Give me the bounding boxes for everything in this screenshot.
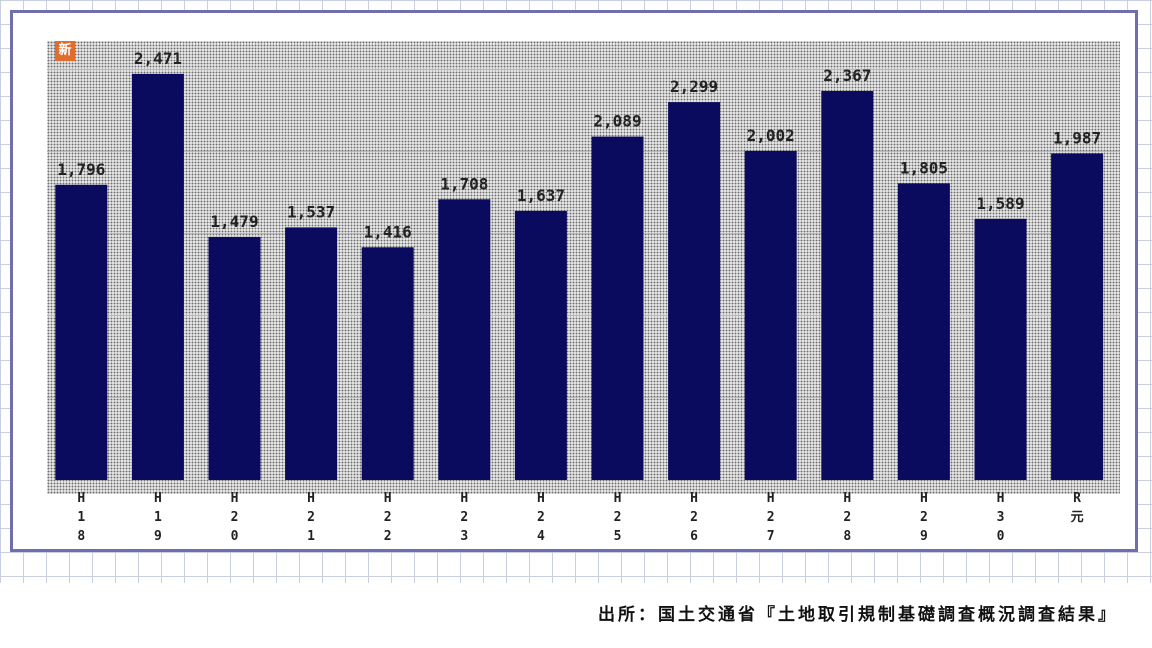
x-tick-label: 2 — [307, 510, 315, 525]
x-tick-label: H — [537, 491, 545, 506]
bar-value-label: 2,002 — [747, 126, 795, 145]
x-tick-label: 8 — [843, 529, 851, 544]
x-tick-label: 0 — [231, 529, 239, 544]
bar-value-label: 2,471 — [134, 49, 182, 68]
x-tick-label: H — [767, 491, 775, 506]
gridline — [47, 397, 1120, 398]
bar-value-label: 1,637 — [517, 186, 565, 205]
bar-value-label: 1,708 — [440, 174, 488, 193]
x-tick-label: 2 — [384, 529, 392, 544]
bar-value-label: 2,367 — [823, 66, 871, 85]
bar-value-label: 1,589 — [976, 194, 1024, 213]
x-tick-label: 2 — [231, 510, 239, 525]
x-tick-label: 4 — [537, 529, 545, 544]
gridline — [47, 233, 1120, 234]
x-tick-label: 2 — [690, 510, 698, 525]
bar-value-label: 1,479 — [210, 212, 258, 231]
bar-H27 — [744, 150, 797, 480]
x-tick-label: H — [460, 491, 468, 506]
bar-value-label: 2,089 — [593, 112, 641, 131]
bar-H29 — [897, 183, 950, 481]
bar-H28 — [821, 91, 874, 480]
bar-R元 — [1051, 153, 1104, 480]
bar-H21 — [285, 227, 338, 480]
x-tick-label: 1 — [154, 510, 162, 525]
bar-H30 — [974, 218, 1027, 481]
bar-value-label: 1,537 — [287, 202, 335, 221]
x-tick-label: 0 — [997, 529, 1005, 544]
x-tick-label: 9 — [920, 529, 928, 544]
x-tick-label: 3 — [460, 529, 468, 544]
bar-chart: 1,796 H 1 8 2,471 H 1 9 1,479 H 2 0 1,537 H 2 1 1,416 H 2 2… — [55, 49, 1104, 544]
x-tick-label: H — [843, 491, 851, 506]
x-tick-label: H — [231, 491, 239, 506]
gridline — [47, 151, 1120, 152]
source-area — [0, 583, 1152, 648]
bar-H20 — [208, 236, 261, 480]
bar-H22 — [361, 247, 414, 480]
x-tick-label: 2 — [843, 510, 851, 525]
bar-value-label: 1,416 — [364, 222, 412, 241]
x-tick-label: 7 — [767, 529, 775, 544]
x-tick-label: H — [920, 491, 928, 506]
bar-value-label: 1,987 — [1053, 128, 1101, 147]
source-note: 出所：国土交通省『土地取引規制基礎調査概況調査結果』 — [598, 605, 1118, 625]
x-tick-label: H — [154, 491, 162, 506]
x-tick-label: 5 — [614, 529, 622, 544]
x-tick-label: H — [384, 491, 392, 506]
bar-H25 — [591, 136, 644, 480]
gridline — [47, 69, 1120, 70]
x-tick-label: 2 — [614, 510, 622, 525]
bar-H26 — [668, 102, 721, 480]
x-tick-label: R — [1073, 491, 1081, 506]
bar-H23 — [438, 199, 491, 481]
x-tick-label: 2 — [460, 510, 468, 525]
x-tick-label: H — [614, 491, 622, 506]
x-tick-label: 2 — [767, 510, 775, 525]
bar-H24 — [514, 210, 567, 480]
bar-H18 — [55, 184, 108, 481]
bar-value-label: 1,805 — [900, 158, 948, 177]
gridline — [47, 315, 1120, 316]
bar-value-label: 1,796 — [57, 160, 105, 179]
x-tick-label: H — [307, 491, 315, 506]
x-tick-label: H — [77, 491, 85, 506]
x-tick-label: 3 — [997, 510, 1005, 525]
x-tick-label: 元 — [1071, 510, 1084, 525]
x-tick-label: 2 — [537, 510, 545, 525]
x-tick-label: 9 — [154, 529, 162, 544]
x-tick-label: 2 — [384, 510, 392, 525]
bar-value-label: 2,299 — [670, 77, 718, 96]
x-tick-label: 6 — [690, 529, 698, 544]
bar-H19 — [131, 73, 184, 481]
x-tick-label: H — [690, 491, 698, 506]
x-tick-label: 1 — [77, 510, 85, 525]
x-tick-label: 2 — [920, 510, 928, 525]
x-tick-label: 1 — [307, 529, 315, 544]
x-tick-label: 8 — [77, 529, 85, 544]
new-badge: 新 — [55, 41, 75, 61]
x-tick-label: H — [997, 491, 1005, 506]
